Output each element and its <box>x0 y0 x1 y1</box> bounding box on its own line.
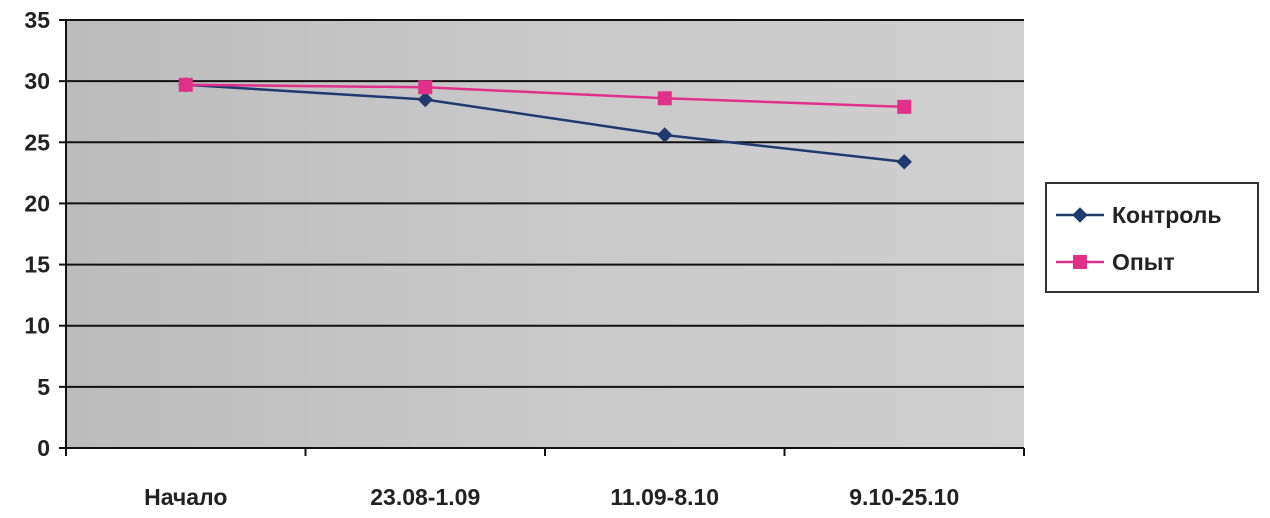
x-tick-label: 11.09-8.10 <box>610 484 719 510</box>
y-tick-label: 10 <box>24 313 50 339</box>
data-point-kontrol <box>896 154 912 170</box>
axes: 0 5 10 15 20 25 30 35 Начало 23.08-1.09 11.09-8.10… <box>24 7 1025 510</box>
data-point-opyt <box>178 77 193 92</box>
legend-marker-kontrol <box>1072 207 1088 223</box>
series-line-opyt <box>185 83 905 109</box>
y-tick-label: 5 <box>37 374 50 400</box>
legend: Контроль Опыт <box>1045 182 1259 293</box>
x-tick-label: 9.10-25.10 <box>849 484 959 510</box>
plot-area <box>66 20 1024 448</box>
x-tick-label: Начало <box>144 484 227 510</box>
y-tick-label: 30 <box>24 68 50 94</box>
y-tick-label: 20 <box>24 190 50 216</box>
data-point-kontrol <box>657 127 673 143</box>
legend-box <box>1045 182 1259 293</box>
y-tick-label: 0 <box>37 435 50 461</box>
y-tick-label: 15 <box>24 252 50 278</box>
y-tick-label: 35 <box>24 7 50 33</box>
series-line-kontrol <box>185 83 905 164</box>
y-tick-label: 25 <box>24 129 50 155</box>
legend-label-opyt: Опыт <box>1112 249 1175 275</box>
data-point-opyt <box>657 91 672 106</box>
series-opyt <box>178 77 912 114</box>
data-point-opyt <box>897 99 912 114</box>
series-group <box>178 77 912 170</box>
legend-label-kontrol: Контроль <box>1112 202 1222 228</box>
data-point-kontrol <box>417 91 433 108</box>
gridlines <box>66 19 1024 388</box>
legend-marker-opyt <box>1073 255 1087 269</box>
x-tick-label: 23.08-1.09 <box>370 484 480 510</box>
data-point-opyt <box>418 80 433 95</box>
